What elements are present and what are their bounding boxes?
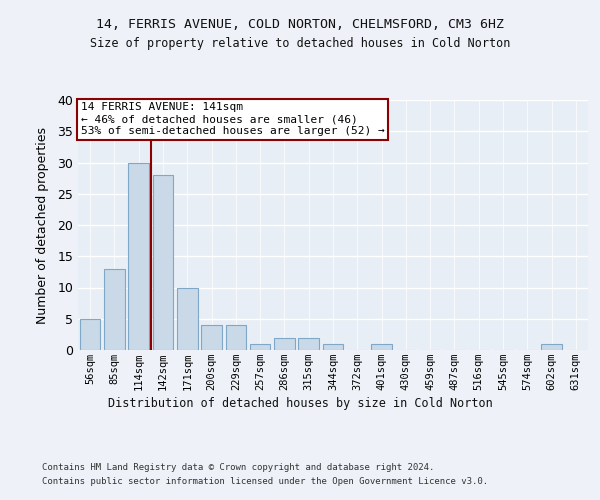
- Bar: [250, 344, 271, 350]
- Text: Contains HM Land Registry data © Crown copyright and database right 2024.: Contains HM Land Registry data © Crown c…: [42, 462, 434, 471]
- Bar: [298, 338, 319, 350]
- Text: 14, FERRIS AVENUE, COLD NORTON, CHELMSFORD, CM3 6HZ: 14, FERRIS AVENUE, COLD NORTON, CHELMSFO…: [96, 18, 504, 30]
- Bar: [226, 325, 246, 350]
- Bar: [371, 344, 392, 350]
- Bar: [104, 269, 125, 350]
- Text: Contains public sector information licensed under the Open Government Licence v3: Contains public sector information licen…: [42, 478, 488, 486]
- Bar: [323, 344, 343, 350]
- Text: Distribution of detached houses by size in Cold Norton: Distribution of detached houses by size …: [107, 398, 493, 410]
- Bar: [128, 162, 149, 350]
- Text: 14 FERRIS AVENUE: 141sqm
← 46% of detached houses are smaller (46)
53% of semi-d: 14 FERRIS AVENUE: 141sqm ← 46% of detach…: [80, 102, 385, 136]
- Bar: [541, 344, 562, 350]
- Y-axis label: Number of detached properties: Number of detached properties: [36, 126, 49, 324]
- Bar: [152, 175, 173, 350]
- Text: Size of property relative to detached houses in Cold Norton: Size of property relative to detached ho…: [90, 38, 510, 51]
- Bar: [201, 325, 222, 350]
- Bar: [274, 338, 295, 350]
- Bar: [177, 288, 197, 350]
- Bar: [80, 319, 100, 350]
